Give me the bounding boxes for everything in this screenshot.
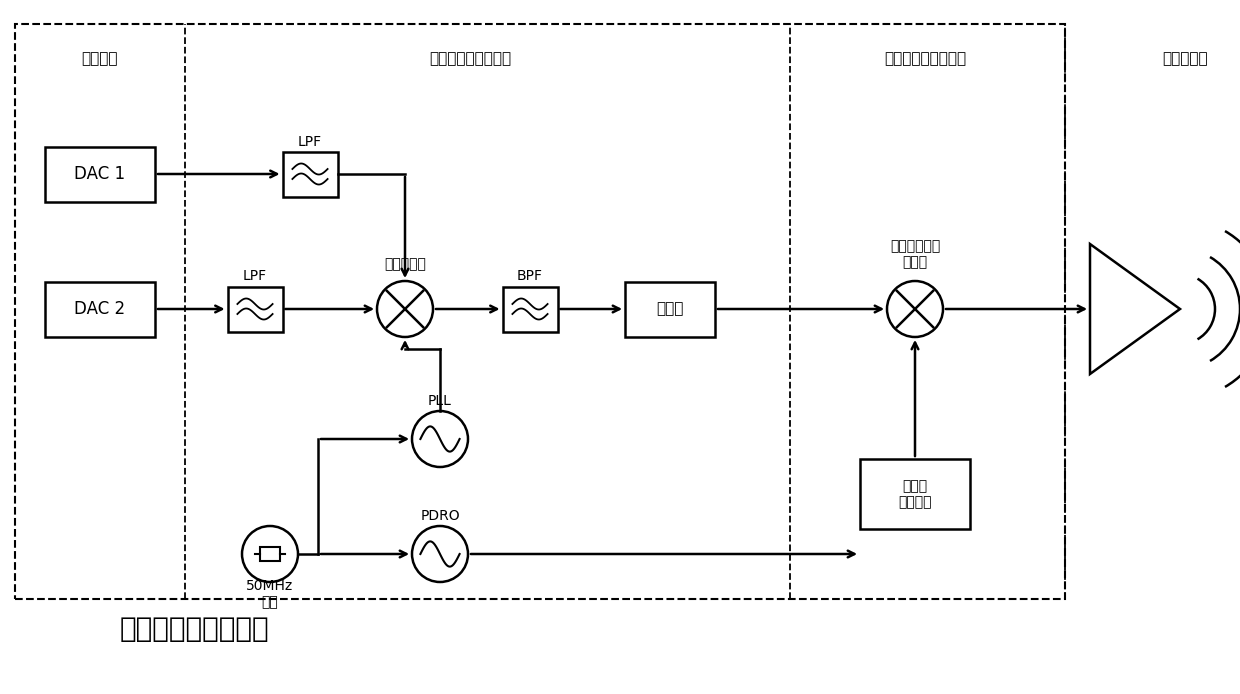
Circle shape [412, 411, 467, 467]
Text: DAC 1: DAC 1 [74, 165, 125, 183]
Bar [15, 24, 1065, 599]
Text: 太赫兹双载波发射机: 太赫兹双载波发射机 [120, 615, 269, 643]
Text: 基带部分: 基带部分 [82, 51, 118, 67]
Text: 太赫兹
倍频链路: 太赫兹 倍频链路 [898, 479, 931, 509]
Circle shape [377, 281, 433, 337]
Text: LPF: LPF [243, 269, 267, 284]
Bar [45, 146, 155, 201]
Bar [283, 151, 337, 196]
Text: 中频混频器: 中频混频器 [384, 257, 425, 271]
Text: DAC 2: DAC 2 [74, 300, 125, 318]
Text: 太赫兹天线: 太赫兹天线 [1162, 51, 1208, 67]
Text: 中频双载波电路部分: 中频双载波电路部分 [429, 51, 511, 67]
Text: 双工器: 双工器 [656, 301, 683, 316]
Text: 太赫兹射频前端部分: 太赫兹射频前端部分 [884, 51, 966, 67]
Bar [502, 287, 558, 332]
Bar [260, 547, 280, 561]
Circle shape [242, 526, 298, 582]
Text: 50MHz
晶振: 50MHz 晶振 [247, 579, 294, 609]
Text: LPF: LPF [298, 135, 322, 149]
Bar [861, 459, 970, 529]
Polygon shape [1090, 244, 1180, 374]
Text: BPF: BPF [517, 269, 543, 284]
Text: PDRO: PDRO [420, 509, 460, 523]
Bar [227, 287, 283, 332]
Text: 太赫兹分谐波
混频器: 太赫兹分谐波 混频器 [890, 239, 940, 269]
Bar [45, 282, 155, 337]
Circle shape [887, 281, 942, 337]
Bar [625, 282, 715, 337]
Text: PLL: PLL [428, 394, 451, 408]
Circle shape [412, 526, 467, 582]
